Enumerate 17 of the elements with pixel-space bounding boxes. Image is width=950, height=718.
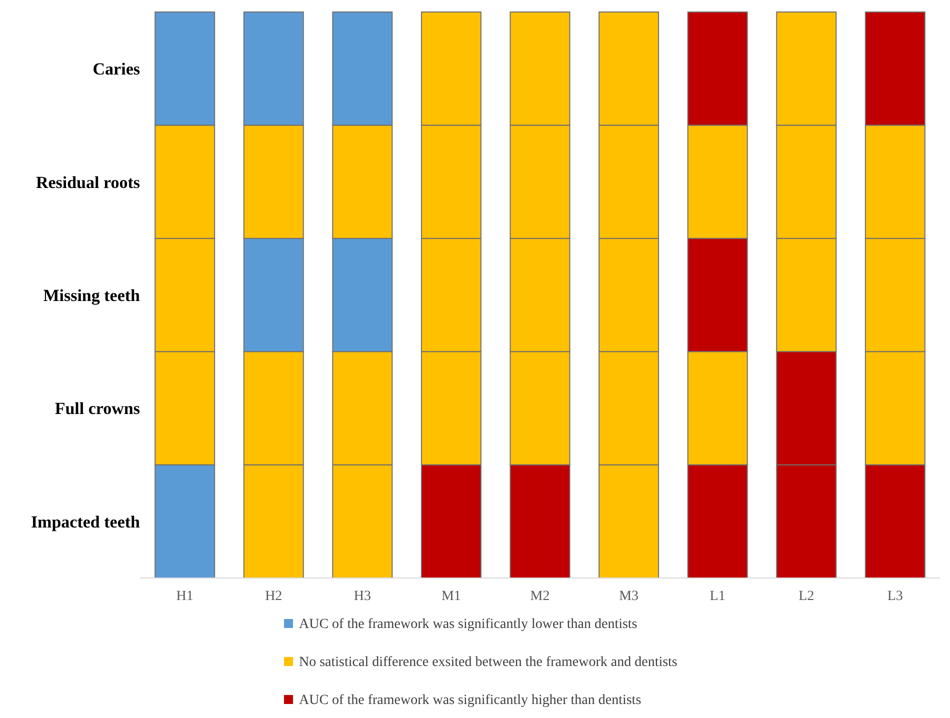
x-tick-label: M1 [441, 589, 461, 604]
text: AUC of the framework was significantly higher than dentists [299, 693, 642, 708]
text: No satistical difference exsited between the framework and dentists [299, 655, 678, 670]
series-label: Caries [92, 60, 140, 79]
series-label: Full crowns [54, 399, 140, 418]
series-label: Missing teeth [43, 286, 141, 305]
series-label: Residual roots [36, 172, 140, 192]
x-tick-label: H2 [265, 589, 282, 604]
x-tick-label: H1 [176, 589, 194, 604]
x-tick-label: M3 [619, 589, 639, 604]
x-tick-label: L1 [710, 589, 726, 604]
series-label: Impacted teeth [30, 512, 141, 532]
x-tick-label: M2 [530, 589, 550, 604]
x-tick-label: L3 [887, 589, 903, 604]
x-tick-label: H3 [354, 589, 371, 604]
text: AUC of the framework was significantly lower than dentists [299, 617, 638, 632]
x-tick-label: L2 [798, 589, 814, 604]
